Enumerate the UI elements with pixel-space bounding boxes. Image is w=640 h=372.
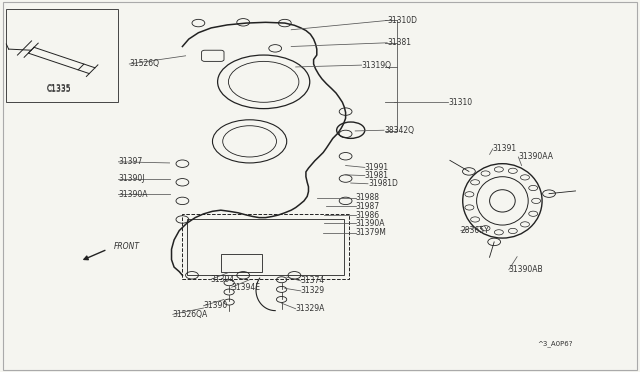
Text: 31381: 31381 xyxy=(387,38,412,47)
Text: 31394E: 31394E xyxy=(232,283,260,292)
Text: 31988: 31988 xyxy=(356,193,380,202)
Text: 31391: 31391 xyxy=(493,144,517,153)
Text: C1335: C1335 xyxy=(47,85,71,94)
Bar xyxy=(182,214,349,279)
Text: 31374: 31374 xyxy=(301,276,325,285)
Text: 31981D: 31981D xyxy=(368,179,398,188)
Bar xyxy=(221,254,262,272)
Text: 31390A: 31390A xyxy=(356,219,385,228)
Text: 31310D: 31310D xyxy=(387,16,417,25)
Text: 31390: 31390 xyxy=(204,301,228,310)
Text: FRONT: FRONT xyxy=(114,242,140,251)
Text: ^3_A0P6?: ^3_A0P6? xyxy=(538,341,573,347)
Text: 31987: 31987 xyxy=(356,202,380,211)
Text: 28365Y: 28365Y xyxy=(461,226,490,235)
Text: C1335: C1335 xyxy=(47,84,71,93)
Text: 31319Q: 31319Q xyxy=(362,61,392,70)
Text: 31329A: 31329A xyxy=(296,304,325,313)
Bar xyxy=(187,219,344,275)
Text: 31986: 31986 xyxy=(356,211,380,219)
Text: 31394: 31394 xyxy=(210,275,234,284)
Text: 31310: 31310 xyxy=(448,98,472,107)
Text: 31526Q: 31526Q xyxy=(129,60,159,68)
Text: 31390J: 31390J xyxy=(118,174,145,183)
Text: 31390AB: 31390AB xyxy=(509,265,543,274)
Text: 31991: 31991 xyxy=(365,163,389,172)
Text: 38342Q: 38342Q xyxy=(384,126,414,135)
Bar xyxy=(6,9,118,102)
Text: 31329: 31329 xyxy=(301,286,325,295)
Text: 31390A: 31390A xyxy=(118,190,148,199)
Text: 31390AA: 31390AA xyxy=(518,153,554,161)
Text: 31397: 31397 xyxy=(118,157,143,166)
Text: 31981: 31981 xyxy=(365,171,388,180)
Text: 31379M: 31379M xyxy=(356,228,387,237)
Text: 31526QA: 31526QA xyxy=(173,310,208,319)
